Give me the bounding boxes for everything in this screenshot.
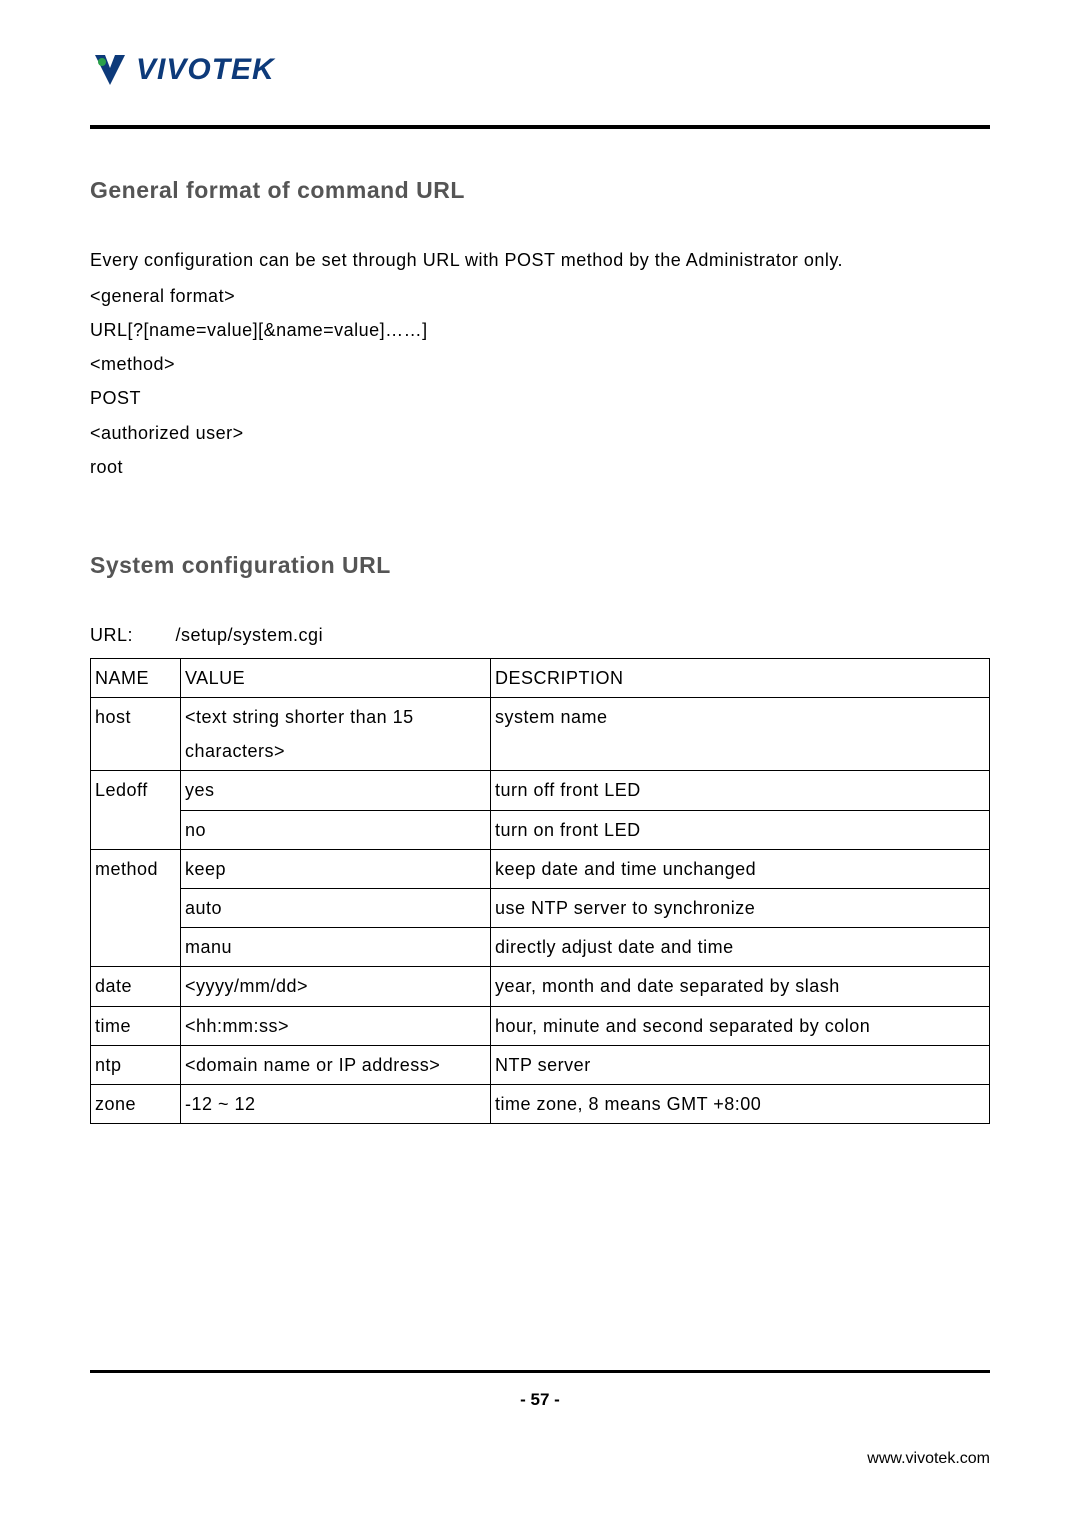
format-line-6: root: [90, 450, 990, 484]
cell-desc: use NTP server to synchronize: [491, 889, 990, 928]
table-row: zone -12 ~ 12 time zone, 8 means GMT +8:…: [91, 1084, 990, 1123]
cell-desc: system name: [491, 698, 990, 771]
format-line-3: <method>: [90, 347, 990, 381]
section-system-config: System configuration URL URL: /setup/sys…: [90, 544, 990, 1124]
cell-name: zone: [91, 1084, 181, 1123]
brand-logo-text: VIVOTEK: [136, 53, 275, 87]
table-row: method keep keep date and time unchanged: [91, 849, 990, 888]
cell-name: Ledoff: [91, 771, 181, 849]
logo-area: VIVOTEK: [90, 50, 990, 95]
cell-desc: directly adjust date and time: [491, 928, 990, 967]
cell-desc: time zone, 8 means GMT +8:00: [491, 1084, 990, 1123]
header-divider: [90, 125, 990, 129]
format-line-1: <general format>: [90, 279, 990, 313]
url-value: /setup/system.cgi: [176, 625, 324, 645]
cell-value: yes: [181, 771, 491, 810]
cell-value: <yyyy/mm/dd>: [181, 967, 491, 1006]
cell-value: -12 ~ 12: [181, 1084, 491, 1123]
cell-name: host: [91, 698, 181, 771]
cell-name: method: [91, 849, 181, 967]
format-line-2: URL[?[name=value][&name=value]……]: [90, 313, 990, 347]
section-title-system: System configuration URL: [90, 544, 990, 588]
header-name: NAME: [91, 658, 181, 697]
cell-value: no: [181, 810, 491, 849]
cell-value: <text string shorter than 15 characters>: [181, 698, 491, 771]
table-row: auto use NTP server to synchronize: [91, 889, 990, 928]
cell-name: ntp: [91, 1045, 181, 1084]
cell-desc: turn off front LED: [491, 771, 990, 810]
vivotek-logo-icon: [90, 50, 130, 90]
header-value: VALUE: [181, 658, 491, 697]
cell-name: date: [91, 967, 181, 1006]
footer-divider: [90, 1370, 990, 1373]
cell-desc: turn on front LED: [491, 810, 990, 849]
table-row: ntp <domain name or IP address> NTP serv…: [91, 1045, 990, 1084]
section-general-format: General format of command URL Every conf…: [90, 169, 990, 484]
cell-value: auto: [181, 889, 491, 928]
table-row: time <hh:mm:ss> hour, minute and second …: [91, 1006, 990, 1045]
table-row: date <yyyy/mm/dd> year, month and date s…: [91, 967, 990, 1006]
table-row: no turn on front LED: [91, 810, 990, 849]
brand-logo: VIVOTEK: [90, 50, 275, 90]
site-url: www.vivotek.com: [867, 1450, 990, 1468]
cell-name: time: [91, 1006, 181, 1045]
cell-desc: hour, minute and second separated by col…: [491, 1006, 990, 1045]
table-row: manu directly adjust date and time: [91, 928, 990, 967]
header-desc: DESCRIPTION: [491, 658, 990, 697]
table-row: host <text string shorter than 15 charac…: [91, 698, 990, 771]
cell-value: keep: [181, 849, 491, 888]
cell-desc: year, month and date separated by slash: [491, 967, 990, 1006]
cell-desc: keep date and time unchanged: [491, 849, 990, 888]
cell-desc: NTP server: [491, 1045, 990, 1084]
params-table: NAME VALUE DESCRIPTION host <text string…: [90, 658, 990, 1124]
page-number: - 57 -: [0, 1390, 1080, 1410]
format-line-5: <authorized user>: [90, 416, 990, 450]
table-header-row: NAME VALUE DESCRIPTION: [91, 658, 990, 697]
cell-value: <hh:mm:ss>: [181, 1006, 491, 1045]
cell-value: <domain name or IP address>: [181, 1045, 491, 1084]
url-line: URL: /setup/system.cgi: [90, 618, 990, 652]
table-row: Ledoff yes turn off front LED: [91, 771, 990, 810]
cell-value: manu: [181, 928, 491, 967]
url-label: URL:: [90, 618, 170, 652]
format-line-4: POST: [90, 381, 990, 415]
section-title-general: General format of command URL: [90, 169, 990, 213]
intro-text: Every configuration can be set through U…: [90, 243, 990, 277]
